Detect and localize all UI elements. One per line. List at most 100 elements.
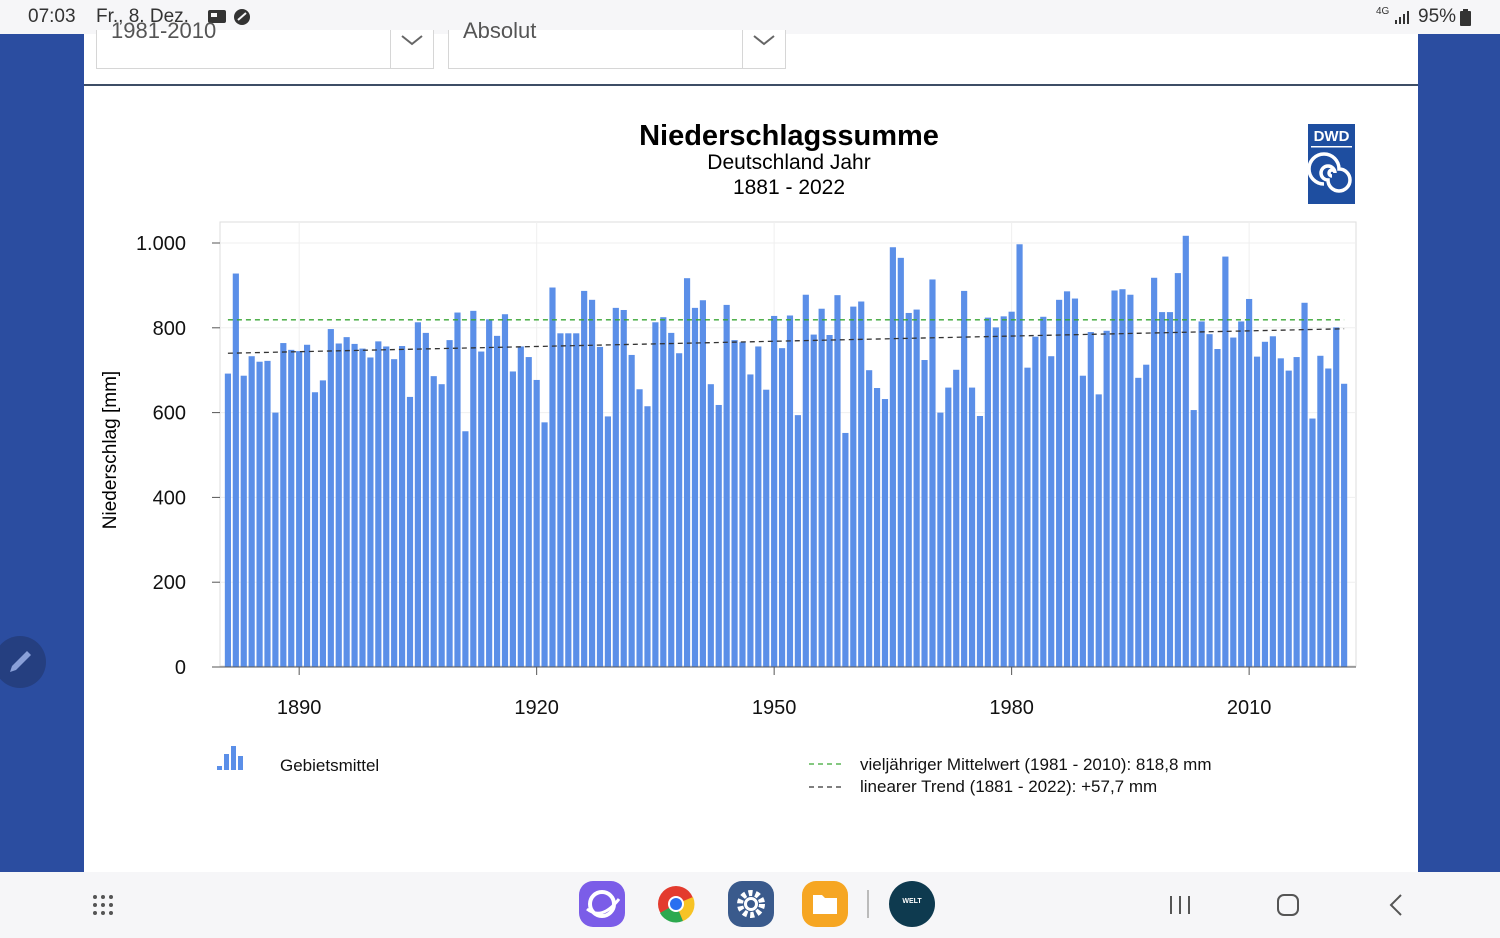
bar-1893	[319, 380, 326, 667]
bar-1915	[493, 335, 501, 667]
battery-percent: 95%	[1418, 6, 1457, 27]
samsung-internet-icon[interactable]	[579, 881, 625, 927]
bar-1937	[668, 332, 675, 667]
bar-1962	[866, 370, 873, 667]
bar-1898	[359, 348, 366, 667]
chevron-down-icon[interactable]	[742, 30, 785, 68]
chart-title: Niederschlagssumme	[639, 120, 939, 152]
status-time: 07:03	[28, 6, 76, 27]
pencil-icon	[10, 651, 31, 672]
bar-1890	[296, 351, 303, 667]
bar-2002	[1182, 235, 1189, 667]
x-tick-label: 2010	[1227, 697, 1272, 719]
bar-1961	[858, 301, 865, 667]
bar-1917	[509, 371, 516, 667]
bar-2010	[1246, 298, 1253, 667]
bar-1951	[778, 348, 786, 667]
bar-1958	[834, 295, 841, 667]
bar-1943	[715, 404, 722, 667]
bar-2000	[1166, 312, 1174, 667]
bar-1897	[351, 343, 358, 667]
home-icon[interactable]	[1276, 893, 1300, 917]
bar-1884	[248, 356, 255, 667]
bar-1949	[763, 389, 770, 667]
bar-1932	[628, 354, 635, 667]
bar-1959	[842, 432, 849, 667]
bar-1976	[976, 415, 984, 667]
bar-1975	[968, 387, 976, 667]
bar-1913	[478, 351, 485, 667]
bar-1926	[581, 290, 588, 667]
bar-2017	[1301, 302, 1308, 667]
bar-1894	[327, 329, 334, 667]
bar-1912	[470, 310, 477, 667]
bar-1928	[596, 346, 604, 667]
bar-1996	[1135, 377, 1142, 667]
my-files-icon[interactable]	[802, 881, 848, 927]
bar-2009	[1238, 321, 1245, 667]
bar-1992	[1103, 330, 1110, 667]
bar-2014	[1277, 358, 1284, 667]
bar-1985	[1048, 356, 1055, 667]
settings-icon[interactable]	[728, 881, 774, 927]
bar-1887	[272, 412, 279, 667]
bar-2020	[1325, 368, 1332, 667]
dwd-logo: DWD	[1307, 124, 1355, 204]
svg-text:DWD: DWD	[1314, 128, 1350, 145]
bar-1945	[731, 340, 738, 667]
bar-1950	[771, 315, 778, 667]
battery-icon	[1460, 9, 1471, 26]
mode-dropdown[interactable]: Absolut	[448, 18, 786, 69]
x-tick-label: 1890	[277, 697, 322, 719]
bar-legend-icon	[217, 746, 243, 770]
legend-mean-label: vieljähriger Mittelwert (1981 - 2010): 8…	[860, 755, 1212, 774]
status-date: Fr., 8. Dez.	[96, 6, 189, 27]
bar-1908	[438, 384, 445, 667]
bar-1971	[937, 412, 944, 667]
recent-apps-icon[interactable]	[1168, 894, 1192, 916]
bar-1970	[929, 279, 936, 667]
bar-2013	[1269, 336, 1276, 667]
welt-icon[interactable]: WELT	[889, 881, 935, 927]
period-dropdown-value: 1981-2010	[111, 18, 217, 43]
bar-1885	[256, 361, 263, 667]
period-dropdown[interactable]: 1981-2010	[96, 18, 434, 69]
bar-1939	[683, 278, 691, 667]
legend-series-label: Gebietsmittel	[280, 756, 380, 775]
chevron-down-icon[interactable]	[390, 30, 433, 68]
x-tick-label: 1980	[989, 697, 1034, 719]
bar-1994	[1119, 289, 1126, 667]
bar-1955	[810, 334, 817, 667]
bar-1888	[280, 343, 287, 667]
edit-button[interactable]	[0, 636, 46, 688]
app-drawer-icon[interactable]	[92, 894, 114, 916]
bar-1963	[873, 388, 881, 667]
chrome-icon[interactable]	[653, 881, 699, 927]
bar-1923	[557, 333, 564, 667]
bar-1980	[1008, 311, 1015, 667]
page-content: 1981-2010 Absolut Niederschlagssumme Deu…	[84, 18, 1418, 872]
bar-1969	[921, 360, 928, 667]
bar-1892	[311, 392, 319, 667]
bar-1900	[375, 341, 382, 667]
y-axis-label-wrap: Niederschlag [mm]	[86, 334, 136, 574]
trend-line	[227, 328, 1345, 354]
y-tick-label: 400	[153, 487, 186, 509]
bar-1910	[454, 312, 461, 667]
bar-1988	[1071, 298, 1079, 667]
bar-1968	[913, 309, 920, 667]
precipitation-chart: 0 200 400 600 800 1.000 1890 1920 1950 1980 2010	[136, 221, 1357, 719]
bar-1938	[676, 353, 683, 667]
x-tick-label: 1920	[514, 697, 559, 719]
bar-1933	[636, 389, 643, 667]
bar-2011	[1253, 356, 1261, 667]
bar-1960	[850, 306, 857, 667]
back-icon[interactable]	[1386, 893, 1406, 917]
bar-1927	[588, 299, 596, 667]
y-tick-label: 0	[175, 657, 186, 679]
bar-1907	[430, 376, 437, 667]
bar-1953	[794, 415, 801, 667]
bar-2015	[1285, 370, 1292, 667]
signal-icon	[1395, 11, 1409, 24]
bar-1925	[573, 333, 580, 667]
